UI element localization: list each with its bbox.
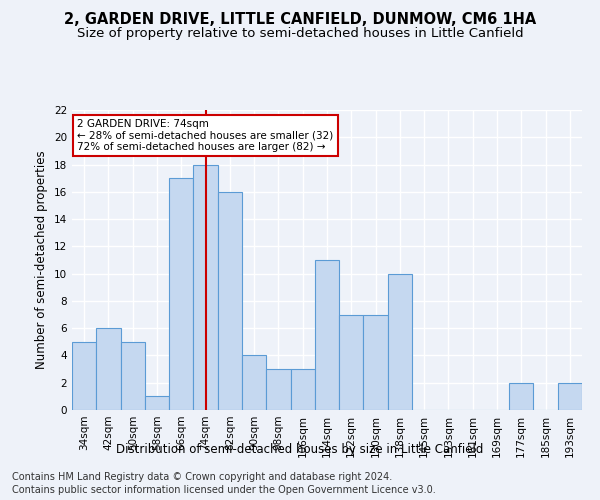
Bar <box>145 396 169 410</box>
Bar <box>96 328 121 410</box>
Text: 2 GARDEN DRIVE: 74sqm
← 28% of semi-detached houses are smaller (32)
72% of semi: 2 GARDEN DRIVE: 74sqm ← 28% of semi-deta… <box>77 119 334 152</box>
Text: 2, GARDEN DRIVE, LITTLE CANFIELD, DUNMOW, CM6 1HA: 2, GARDEN DRIVE, LITTLE CANFIELD, DUNMOW… <box>64 12 536 28</box>
Bar <box>339 314 364 410</box>
Bar <box>315 260 339 410</box>
Bar <box>121 342 145 410</box>
Bar <box>242 356 266 410</box>
Bar <box>72 342 96 410</box>
Bar <box>266 369 290 410</box>
Y-axis label: Number of semi-detached properties: Number of semi-detached properties <box>35 150 49 370</box>
Bar <box>193 164 218 410</box>
Bar <box>388 274 412 410</box>
Text: Contains HM Land Registry data © Crown copyright and database right 2024.: Contains HM Land Registry data © Crown c… <box>12 472 392 482</box>
Bar <box>364 314 388 410</box>
Bar <box>558 382 582 410</box>
Text: Contains public sector information licensed under the Open Government Licence v3: Contains public sector information licen… <box>12 485 436 495</box>
Bar <box>290 369 315 410</box>
Text: Distribution of semi-detached houses by size in Little Canfield: Distribution of semi-detached houses by … <box>116 442 484 456</box>
Bar <box>169 178 193 410</box>
Bar <box>218 192 242 410</box>
Text: Size of property relative to semi-detached houses in Little Canfield: Size of property relative to semi-detach… <box>77 28 523 40</box>
Bar <box>509 382 533 410</box>
